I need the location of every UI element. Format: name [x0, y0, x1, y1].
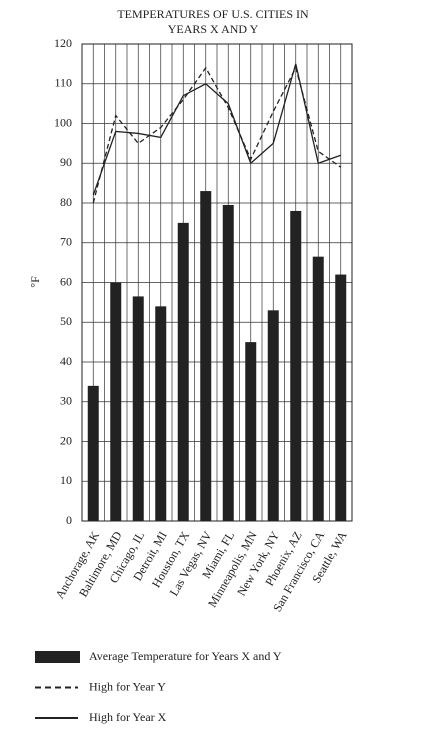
bar [87, 385, 99, 521]
y-tick-label: 60 [60, 274, 72, 288]
plot-frame [81, 43, 353, 522]
y-tick-label: 30 [60, 394, 72, 408]
line-series [92, 66, 342, 204]
y-tick-label: 100 [54, 115, 72, 129]
bar [222, 204, 234, 522]
y-tick-label: 20 [60, 433, 72, 447]
y-tick-label: 50 [60, 314, 72, 328]
y-tick-label: 120 [54, 36, 72, 50]
bar [335, 274, 347, 521]
line-series [92, 63, 341, 196]
bar [245, 342, 257, 521]
y-tick-label: 40 [60, 354, 72, 368]
y-tick-label: 70 [60, 235, 72, 249]
y-tick-label: 90 [60, 155, 72, 169]
chart-title: TEMPERATURES OF U.S. CITIES IN [117, 7, 309, 21]
bar [312, 256, 324, 521]
y-axis-label: °F [28, 276, 42, 288]
bar [110, 282, 122, 521]
legend-label: High for Year X [89, 710, 167, 724]
y-tick-label: 0 [66, 513, 72, 527]
chart-title: YEARS X AND Y [168, 22, 259, 36]
y-tick-label: 10 [60, 473, 72, 487]
bar [290, 210, 302, 521]
bar [132, 296, 144, 521]
bar [177, 222, 189, 521]
legend-label: High for Year Y [89, 679, 166, 693]
y-tick-label: 80 [60, 195, 72, 209]
bar [200, 191, 212, 521]
bar [267, 310, 279, 521]
y-tick-label: 110 [54, 76, 72, 90]
legend-label: Average Temperature for Years X and Y [89, 649, 282, 663]
legend-swatch [35, 651, 80, 663]
bar [155, 306, 167, 521]
